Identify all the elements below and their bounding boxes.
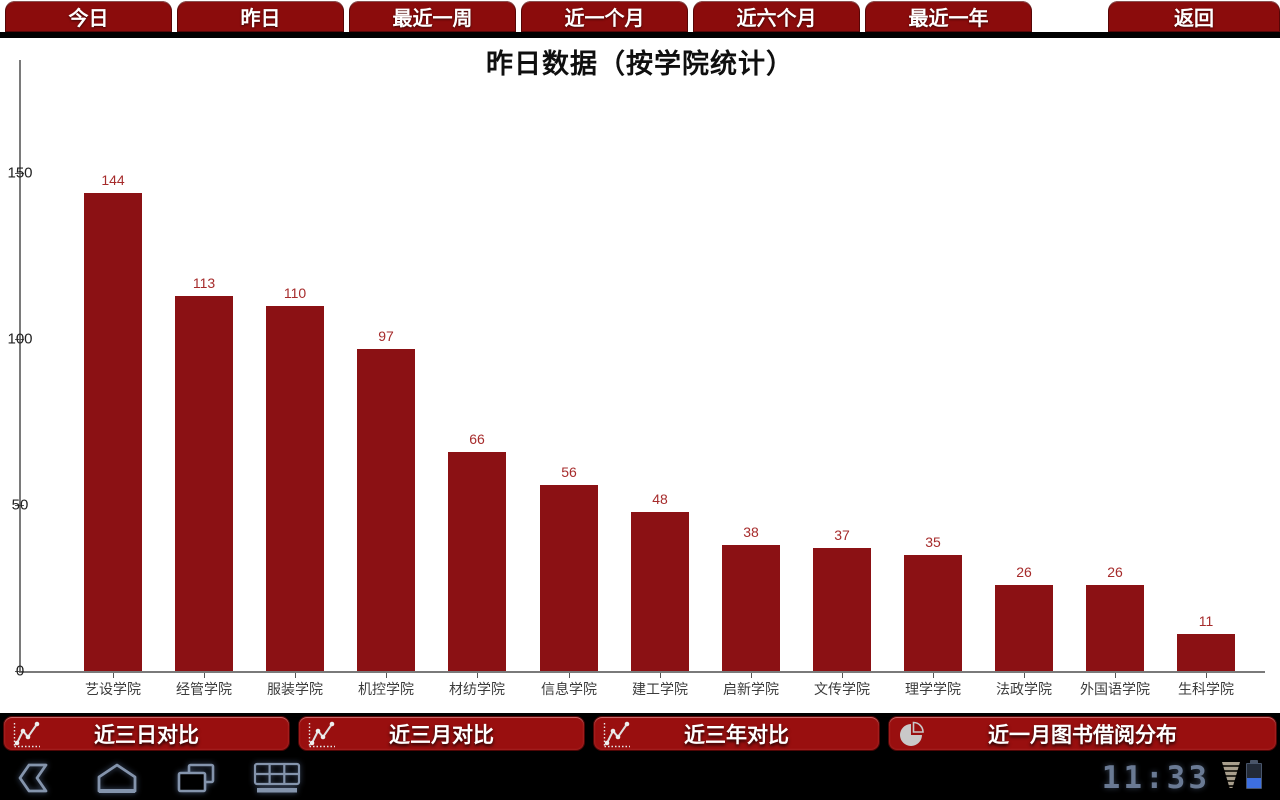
bar [266, 306, 324, 671]
bar [813, 548, 871, 671]
x-axis-category-label: 材纺学院 [449, 681, 505, 697]
bar [1177, 634, 1235, 671]
signal-icon [1222, 762, 1240, 788]
x-axis-category-label: 理学学院 [905, 681, 961, 697]
x-tick [1115, 673, 1116, 678]
x-tick [1206, 673, 1207, 678]
bar [448, 452, 506, 671]
y-tick [15, 505, 24, 506]
x-tick [751, 673, 752, 678]
x-axis-category-label: 艺设学院 [85, 681, 141, 697]
y-axis-tick-label: 150 [7, 164, 33, 182]
x-axis-category-label: 法政学院 [996, 681, 1052, 697]
bar-value-label: 56 [561, 464, 577, 480]
bottom-button-bar: 近三日对比 近三月对比 近三年对比 近一月图书借阅分布 [0, 713, 1280, 755]
x-axis-category-label: 经管学院 [176, 681, 232, 697]
bar-value-label: 38 [743, 524, 759, 540]
top-tab-bar: 今日 昨日 最近一周 近一个月 近六个月 最近一年 返回 [0, 0, 1280, 32]
clock: 11:33 [1101, 760, 1210, 796]
bar-value-label: 48 [652, 491, 668, 507]
bar [175, 296, 233, 671]
bottom-button-label: 近三月对比 [389, 723, 494, 747]
x-tick [204, 673, 205, 678]
bar [1086, 585, 1144, 671]
bar [540, 485, 598, 671]
tab-back[interactable]: 返回 [1108, 1, 1280, 32]
y-tick [15, 173, 24, 174]
keyboard-icon[interactable] [252, 762, 302, 794]
battery-icon [1246, 760, 1262, 789]
recents-icon[interactable] [174, 762, 218, 794]
x-axis-category-label: 服装学院 [267, 681, 323, 697]
bar-value-label: 144 [101, 172, 125, 188]
x-tick [933, 673, 934, 678]
home-icon[interactable] [93, 762, 141, 794]
bottom-button-3[interactable]: 近一月图书借阅分布 [888, 716, 1277, 751]
bar-value-label: 26 [1107, 564, 1123, 580]
y-axis-tick-label: 50 [11, 496, 29, 514]
x-axis-category-label: 外国语学院 [1080, 681, 1150, 697]
bar [631, 512, 689, 671]
y-tick [15, 339, 24, 340]
bottom-button-label: 近三日对比 [94, 723, 199, 747]
pie-chart-icon [897, 719, 927, 749]
x-tick [1024, 673, 1025, 678]
bar [84, 193, 142, 671]
bar-value-label: 37 [834, 527, 850, 543]
bar-value-label: 26 [1016, 564, 1032, 580]
x-tick [477, 673, 478, 678]
x-axis-category-label: 机控学院 [358, 681, 414, 697]
bottom-button-label: 近三年对比 [684, 723, 789, 747]
system-bar: 11:33 [0, 755, 1280, 800]
line-chart-icon [12, 719, 42, 749]
bottom-button-0[interactable]: 近三日对比 [3, 716, 290, 751]
y-axis-line [19, 60, 21, 673]
y-axis-tick-label: 100 [7, 330, 33, 348]
x-tick [569, 673, 570, 678]
tab-period-1[interactable]: 昨日 [177, 1, 344, 32]
tab-period-5[interactable]: 最近一年 [865, 1, 1032, 32]
period-tabs: 今日 昨日 最近一周 近一个月 近六个月 最近一年 [5, 1, 1032, 32]
tab-period-4[interactable]: 近六个月 [693, 1, 860, 32]
x-axis-category-label: 文传学院 [814, 681, 870, 697]
bar [904, 555, 962, 671]
x-axis-category-label: 信息学院 [541, 681, 597, 697]
x-axis-category-label: 建工学院 [632, 681, 688, 697]
line-chart-icon [307, 719, 337, 749]
bar [357, 349, 415, 671]
bottom-button-2[interactable]: 近三年对比 [593, 716, 880, 751]
y-axis-tick-label: 0 [15, 662, 25, 680]
tab-period-2[interactable]: 最近一周 [349, 1, 516, 32]
x-tick [295, 673, 296, 678]
x-tick [113, 673, 114, 678]
bar-value-label: 113 [192, 275, 216, 291]
back-icon[interactable] [16, 762, 56, 794]
bar [995, 585, 1053, 671]
line-chart-icon [602, 719, 632, 749]
bar-value-label: 97 [378, 328, 394, 344]
tab-period-0[interactable]: 今日 [5, 1, 172, 32]
tab-period-3[interactable]: 近一个月 [521, 1, 688, 32]
bottom-button-1[interactable]: 近三月对比 [298, 716, 585, 751]
bar-value-label: 11 [1198, 613, 1214, 629]
x-axis-line [19, 671, 1265, 673]
bar-value-label: 35 [925, 534, 941, 550]
x-axis-category-label: 启新学院 [723, 681, 779, 697]
x-tick [842, 673, 843, 678]
chart-title: 昨日数据（按学院统计） [486, 49, 794, 79]
y-tick [15, 671, 24, 672]
bar-value-label: 110 [283, 285, 307, 301]
x-axis-category-label: 生科学院 [1178, 681, 1234, 697]
topbar-divider [0, 32, 1280, 38]
bottom-button-label: 近一月图书借阅分布 [988, 723, 1177, 747]
x-tick [660, 673, 661, 678]
x-tick [386, 673, 387, 678]
bar-value-label: 66 [469, 431, 485, 447]
bar [722, 545, 780, 671]
